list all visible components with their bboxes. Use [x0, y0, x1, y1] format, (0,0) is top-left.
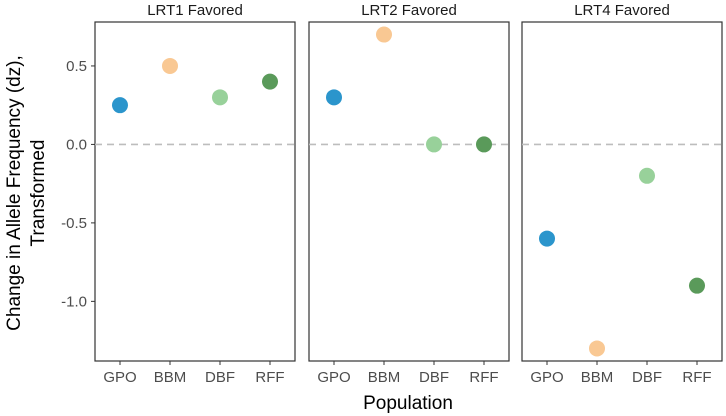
x-tick-label: RFF — [469, 369, 498, 386]
x-tick-label: GPO — [530, 369, 563, 386]
data-point-dbf — [212, 89, 228, 106]
panel-border — [521, 21, 723, 362]
data-point-dbf — [639, 167, 655, 184]
facet-strip — [309, 0, 509, 20]
panel-border — [308, 21, 510, 362]
facet-panel: LRT2 Favored GPO BBM DBF RFF — [308, 0, 510, 386]
x-tick-label: DBF — [632, 369, 662, 386]
data-point-bbm — [589, 340, 605, 357]
x-axis-title: Population — [363, 393, 453, 414]
facet-strip — [522, 0, 722, 20]
x-tick-label: BBM — [154, 369, 187, 386]
data-point-gpo — [112, 97, 128, 114]
facet-panels: LRT1 Favored GPO BBM DBF RFF LRT2 Favored GPO B… — [94, 0, 723, 386]
data-point-rff — [476, 136, 492, 153]
facet-panel: LRT1 Favored GPO BBM DBF RFF — [94, 0, 296, 386]
y-axis-title-line-2: Transformed — [28, 140, 49, 247]
x-tick-label: DBF — [205, 369, 235, 386]
y-axis-title-line-1: Change in Allele Frequency (dz), — [4, 55, 25, 331]
data-point-dbf — [426, 136, 442, 153]
x-tick-label: DBF — [419, 369, 449, 386]
x-tick-label: BBM — [368, 369, 401, 386]
y-axis: -1.0 -0.5 0.0 0.5 — [61, 58, 95, 310]
data-point-gpo — [326, 89, 342, 106]
facet-strip — [95, 0, 295, 20]
data-point-rff — [689, 277, 705, 294]
y-axis-title: Change in Allele Frequency (dz), Transfo… — [4, 55, 49, 331]
data-point-rff — [262, 73, 278, 90]
data-point-bbm — [162, 57, 178, 74]
y-tick-label: 0.0 — [66, 136, 87, 153]
x-tick-label: BBM — [581, 369, 614, 386]
y-tick-label: 0.5 — [66, 58, 87, 75]
facet-panel: LRT4 Favored GPO BBM DBF RFF — [521, 0, 723, 386]
facet-strip-label: LRT2 Favored — [361, 2, 457, 19]
x-tick-label: GPO — [103, 369, 136, 386]
x-tick-label: RFF — [255, 369, 284, 386]
panel-border — [94, 21, 296, 362]
facet-strip-label: LRT4 Favored — [574, 2, 670, 19]
x-tick-label: GPO — [317, 369, 350, 386]
x-tick-label: RFF — [682, 369, 711, 386]
y-tick-label: -0.5 — [61, 215, 87, 232]
data-point-gpo — [539, 230, 555, 247]
facet-strip-label: LRT1 Favored — [147, 2, 243, 19]
data-point-bbm — [376, 26, 392, 43]
y-tick-label: -1.0 — [61, 293, 87, 310]
